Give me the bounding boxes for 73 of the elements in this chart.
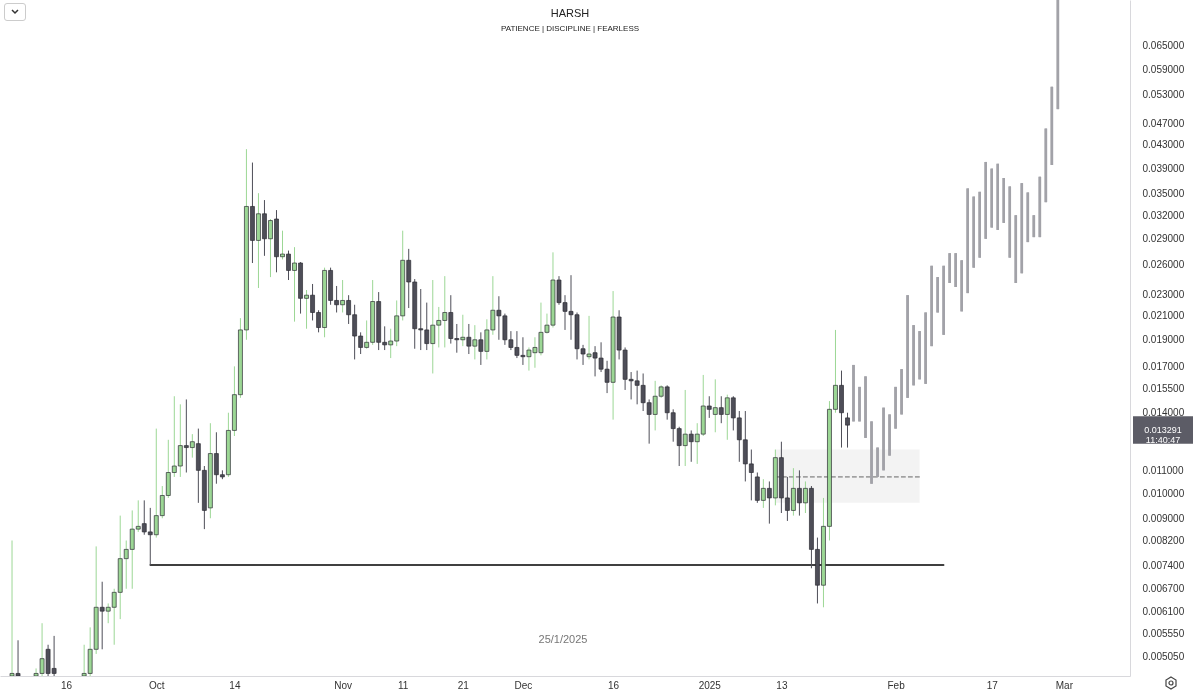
x-tick-label: 17	[986, 679, 999, 691]
y-tick-label: 0.032000	[1142, 209, 1185, 221]
y-tick-label: 0.035000	[1142, 188, 1185, 200]
candlestick	[1056, 0, 1060, 111]
candlestick	[918, 329, 921, 381]
y-tick-label: 0.006700	[1142, 583, 1185, 595]
x-tick-label: Nov	[334, 679, 352, 691]
y-tick-label: 0.065000	[1142, 40, 1185, 52]
x-tick-label: Oct	[149, 679, 165, 691]
candlestick	[845, 412, 850, 449]
y-tick-label: 0.053000	[1142, 89, 1185, 101]
candlestick	[960, 259, 963, 313]
y-tick-label: 0.014000	[1142, 407, 1185, 419]
x-tick-label: 2025	[698, 679, 722, 691]
y-tick-label: 0.023000	[1142, 288, 1185, 300]
candlestick	[1050, 85, 1054, 167]
y-tick-label: 0.029000	[1142, 233, 1185, 245]
candlestick	[978, 190, 981, 259]
candlestick	[858, 385, 861, 423]
y-tick-label: 0.005050	[1142, 650, 1185, 662]
candlestick	[876, 446, 879, 479]
y-tick-label: 0.007400	[1142, 559, 1185, 571]
x-tick-label: 14	[229, 679, 241, 691]
candlestick	[852, 363, 855, 423]
candlestick	[906, 293, 909, 400]
candlestick	[954, 251, 957, 289]
candlestick	[948, 251, 951, 285]
candlestick	[972, 195, 975, 269]
candlestick	[882, 406, 885, 472]
candlestick	[870, 420, 873, 485]
candlestick	[1008, 185, 1012, 259]
candlestick	[990, 167, 994, 229]
candlestick	[1038, 175, 1042, 239]
y-tick-label: 0.043000	[1142, 139, 1185, 151]
y-tick-label: 0.008200	[1142, 535, 1185, 546]
candlestick	[864, 375, 867, 440]
candlestick	[996, 162, 1000, 232]
text: HARSH	[550, 7, 590, 19]
text: PATIENCE | DISCIPLINE | FEARLESS	[500, 24, 640, 33]
x-tick-label: Mar	[1055, 679, 1074, 691]
candlestick	[1032, 214, 1036, 239]
x-tick-label: 11	[398, 679, 409, 691]
text: 0.013291 11:40:47	[1144, 425, 1182, 445]
y-tick-label: 0.010000	[1142, 487, 1185, 499]
candlestick	[888, 413, 891, 457]
y-tick-label: 0.011000	[1142, 464, 1184, 476]
x-tick-label: 16	[608, 679, 620, 691]
annotation: 25/1/2025	[538, 633, 588, 645]
x-tick-label: Feb	[887, 679, 906, 691]
y-tick-label: 0.059000	[1142, 63, 1185, 75]
candlestick	[1026, 191, 1030, 244]
y-tick-label: 0.019000	[1142, 334, 1185, 346]
y-tick-label: 0.009000	[1142, 512, 1185, 524]
candlestick	[894, 385, 897, 430]
y-tick-label: 0.047000	[1142, 117, 1185, 129]
candlestick	[942, 264, 945, 337]
candlestick	[936, 275, 939, 314]
x-tick-label: 21	[457, 679, 470, 691]
y-tick-label: 0.039000	[1142, 162, 1185, 174]
candlestick	[912, 323, 915, 387]
candlestick	[930, 264, 933, 348]
candlestick	[1044, 127, 1048, 204]
candlestick	[924, 311, 927, 386]
y-tick-label: 0.021000	[1142, 310, 1185, 322]
candlestick	[900, 367, 903, 416]
y-tick-label: 0.015500	[1142, 382, 1185, 394]
y-tick-label: 0.017000	[1142, 360, 1185, 372]
x-tick-label: 13	[776, 679, 788, 691]
y-tick-label: 0.005550	[1142, 628, 1185, 640]
x-tick-label: 16	[61, 679, 73, 691]
x-tick-label: Dec	[514, 679, 533, 691]
y-tick-label: 0.006100	[1142, 605, 1185, 617]
y-tick-label: 0.026000	[1142, 259, 1185, 271]
